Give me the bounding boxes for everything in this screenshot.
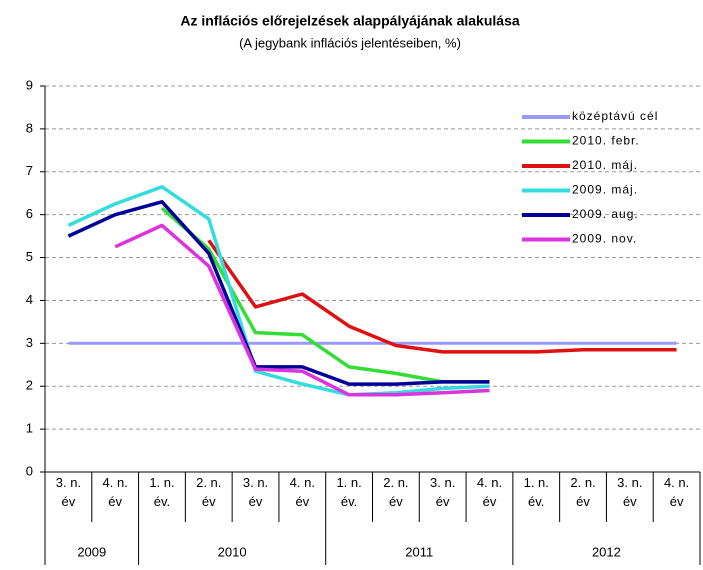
x-tick-label: 2. n. év <box>570 475 595 509</box>
y-tick-label: 6 <box>26 206 33 221</box>
series-line <box>160 206 490 384</box>
legend-label: középtávú cél <box>572 109 658 123</box>
y-tick-label: 1 <box>26 421 33 436</box>
chart-subtitle: (A jegybank inflációs jelentéseiben, %) <box>239 35 461 50</box>
x-tick-label: 3. n. év <box>243 475 268 509</box>
y-tick-label: 4 <box>26 292 33 307</box>
series-line <box>67 185 490 397</box>
legend-label: 2010. máj. <box>572 158 638 172</box>
series-line <box>67 200 490 386</box>
x-tick-label: 1. n. év. <box>524 475 549 509</box>
y-tick-label: 8 <box>26 120 33 135</box>
legend-label: 2010. febr. <box>572 134 640 148</box>
year-label: 2010 <box>218 544 247 559</box>
x-tick-label: 2. n. év <box>196 475 221 509</box>
year-label: 2012 <box>592 544 621 559</box>
y-tick-label: 3 <box>26 335 33 350</box>
series-line <box>114 223 490 397</box>
x-tick-label: 4. n. év <box>664 475 689 509</box>
legend-label: 2009. máj. <box>572 183 638 197</box>
year-label: 2009 <box>77 544 106 559</box>
y-tick-label: 0 <box>26 463 33 478</box>
x-tick-label: 3. n. év <box>617 475 642 509</box>
x-tick-label: 4. n. év <box>103 475 128 509</box>
x-tick-label: 4. n. év <box>290 475 315 509</box>
y-tick-label: 5 <box>26 249 33 264</box>
y-tick-label: 9 <box>26 77 33 92</box>
legend-label: 2009. aug. <box>572 207 639 221</box>
x-tick-label: 2. n. év <box>383 475 408 509</box>
y-tick-label: 2 <box>26 378 33 393</box>
x-tick-label: 4. n. év <box>477 475 502 509</box>
x-tick-label: 1. n. év. <box>336 475 361 509</box>
series-line <box>207 239 677 354</box>
y-tick-label: 7 <box>26 163 33 178</box>
year-label: 2011 <box>405 544 433 559</box>
legend-label: 2009. nov. <box>572 232 637 246</box>
x-tick-label: 3. n. év <box>56 475 81 509</box>
x-tick-label: 3. n. év <box>430 475 455 509</box>
chart-title: Az inflációs előrejelzések alappályájána… <box>180 13 520 29</box>
x-tick-label: 1. n. év. <box>149 475 174 509</box>
